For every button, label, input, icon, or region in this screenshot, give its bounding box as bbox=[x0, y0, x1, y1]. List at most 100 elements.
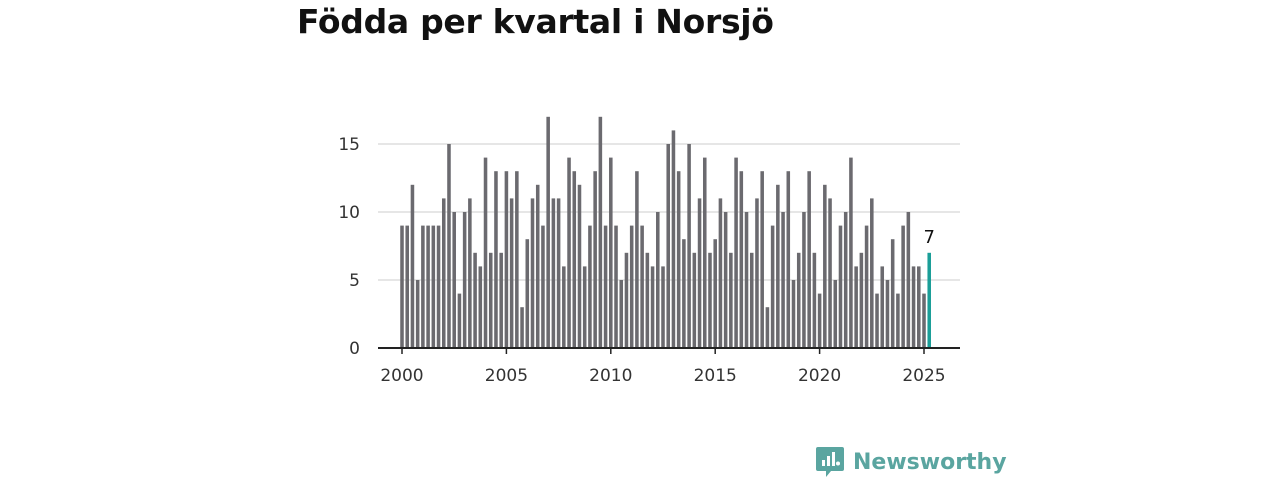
bar bbox=[734, 157, 738, 348]
bar bbox=[781, 212, 785, 348]
bar bbox=[520, 307, 524, 348]
newsworthy-logo-icon bbox=[816, 447, 844, 477]
bar bbox=[739, 171, 744, 348]
bar bbox=[426, 225, 430, 348]
bar bbox=[530, 198, 535, 348]
x-axis-labels: 2000 2005 2010 2015 2020 2025 bbox=[380, 366, 945, 386]
bar bbox=[885, 280, 890, 348]
x-tick-label: 2010 bbox=[589, 366, 632, 386]
bar bbox=[546, 116, 550, 348]
bar bbox=[582, 266, 587, 348]
bar bbox=[911, 266, 916, 348]
bar bbox=[890, 239, 895, 348]
bar bbox=[441, 198, 446, 348]
x-tick-label: 2020 bbox=[798, 366, 841, 386]
bar bbox=[462, 212, 467, 348]
bar bbox=[535, 184, 540, 348]
bar bbox=[609, 157, 613, 348]
data-labels: 7 bbox=[923, 227, 934, 248]
bar bbox=[817, 293, 822, 348]
bar bbox=[588, 225, 592, 348]
bar bbox=[791, 280, 796, 348]
bar bbox=[870, 198, 874, 348]
bar bbox=[802, 212, 806, 348]
bar bbox=[478, 266, 483, 348]
bar bbox=[598, 116, 603, 348]
bars bbox=[400, 116, 931, 348]
bar bbox=[452, 212, 456, 348]
bar bbox=[687, 144, 691, 348]
bar bbox=[431, 225, 436, 348]
bar bbox=[624, 252, 629, 348]
bar bbox=[823, 184, 827, 348]
bar bbox=[488, 252, 493, 348]
bar bbox=[755, 198, 759, 348]
y-tick-label: 10 bbox=[338, 203, 360, 223]
bar bbox=[692, 252, 697, 348]
bar bbox=[765, 307, 770, 348]
y-tick-label: 5 bbox=[349, 271, 360, 291]
bar bbox=[843, 212, 848, 348]
bar bbox=[603, 225, 608, 348]
bar bbox=[494, 171, 498, 348]
bar bbox=[776, 184, 780, 348]
bar bbox=[400, 225, 404, 348]
bar bbox=[661, 266, 665, 348]
newsworthy-brand: Newsworthy bbox=[815, 446, 1007, 478]
bar bbox=[770, 225, 775, 348]
bar bbox=[901, 225, 905, 348]
bar bbox=[838, 225, 843, 348]
y-tick-label: 0 bbox=[349, 339, 360, 359]
bar bbox=[807, 171, 811, 348]
bar bbox=[786, 171, 791, 348]
bar bbox=[447, 144, 451, 348]
bar bbox=[645, 252, 650, 348]
bar bbox=[619, 280, 624, 348]
chart-title: Födda per kvartal i Norsjö bbox=[297, 2, 774, 41]
y-axis-labels: 0 5 10 15 bbox=[338, 135, 360, 359]
bar bbox=[556, 198, 561, 348]
bar bbox=[656, 212, 660, 348]
bar bbox=[577, 184, 582, 348]
bar bbox=[859, 252, 864, 348]
bar bbox=[650, 266, 655, 348]
bar bbox=[718, 198, 723, 348]
bar bbox=[499, 252, 503, 348]
bar bbox=[671, 130, 676, 348]
bar bbox=[666, 144, 670, 348]
bar bbox=[551, 198, 556, 348]
bar bbox=[473, 252, 477, 348]
bar bbox=[854, 266, 858, 348]
brand-name: Newsworthy bbox=[853, 449, 1007, 475]
bar bbox=[525, 239, 530, 348]
bar-highlight bbox=[927, 252, 931, 348]
bar bbox=[640, 225, 644, 348]
bar bbox=[593, 171, 597, 348]
bar bbox=[917, 266, 921, 348]
bar bbox=[864, 225, 869, 348]
bar bbox=[436, 225, 441, 348]
bar bbox=[682, 239, 686, 348]
bar bbox=[405, 225, 409, 348]
x-axis bbox=[378, 347, 960, 354]
x-tick-label: 2025 bbox=[902, 366, 945, 386]
x-tick-label: 2000 bbox=[380, 366, 423, 386]
bar bbox=[410, 184, 415, 348]
bar bbox=[796, 252, 801, 348]
bar bbox=[875, 293, 879, 348]
bar bbox=[421, 225, 425, 348]
bar bbox=[828, 198, 832, 348]
bar bbox=[723, 212, 728, 348]
bar bbox=[906, 212, 911, 348]
bar bbox=[468, 198, 472, 348]
bar bbox=[572, 171, 577, 348]
bar bbox=[729, 252, 733, 348]
bar bbox=[629, 225, 634, 348]
bar bbox=[504, 171, 509, 348]
bar bbox=[509, 198, 514, 348]
bar bbox=[483, 157, 488, 348]
bar bbox=[635, 171, 639, 348]
bar bbox=[880, 266, 885, 348]
bar bbox=[702, 157, 707, 348]
highlight-value-label: 7 bbox=[923, 227, 934, 248]
